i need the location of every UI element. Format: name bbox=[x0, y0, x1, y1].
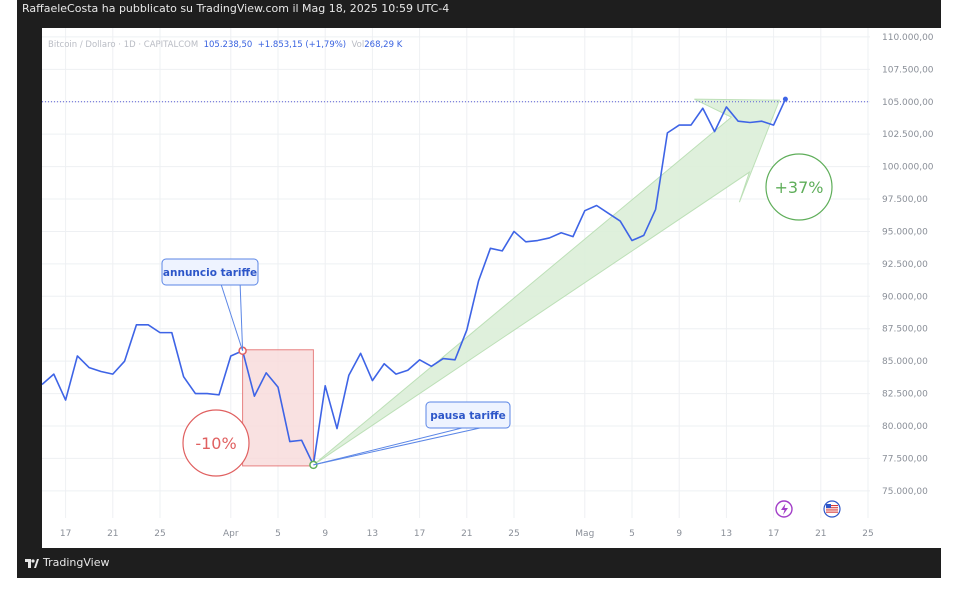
decline-box bbox=[242, 349, 314, 467]
y-tick-label: 75.000,00 bbox=[882, 487, 928, 497]
callout-pointer bbox=[313, 423, 479, 466]
y-tick-label: 97.500,00 bbox=[882, 195, 928, 205]
x-tick-label: 25 bbox=[862, 529, 873, 539]
price-change: +1.853,15 (+1,79%) bbox=[257, 40, 347, 50]
x-tick-label: 5 bbox=[629, 529, 635, 539]
badge-circle bbox=[182, 409, 250, 477]
symbol-name: Bitcoin / Dollaro · 1D · CAPITALCOM bbox=[48, 40, 199, 50]
y-tick-label: 105.000,00 bbox=[882, 98, 934, 108]
event-us-flag-icon bbox=[823, 500, 841, 518]
price-chart[interactable]: 75.000,00 77.500,00 80.000,00 82.500,00 85.0… bbox=[41, 28, 953, 548]
callout-pausa-tariffe: pausa tariffe bbox=[313, 401, 511, 466]
publisher-text: RaffaeleCosta ha pubblicato su TradingVi… bbox=[22, 2, 450, 15]
rally-arrow bbox=[313, 98, 781, 466]
last-price-marker bbox=[782, 96, 788, 102]
callout-pointer bbox=[219, 280, 244, 351]
volume-label: Vol bbox=[351, 40, 365, 50]
badge-text: -10% bbox=[195, 434, 236, 453]
badge-text: +37% bbox=[775, 178, 824, 197]
x-tick-label: 21 bbox=[815, 529, 826, 539]
x-tick-label: 21 bbox=[107, 529, 118, 539]
x-tick-label: 9 bbox=[676, 529, 682, 539]
event-flag-circle bbox=[823, 500, 841, 518]
callout-text: annuncio tariffe bbox=[163, 267, 257, 279]
badge-minus-10: -10% bbox=[182, 409, 250, 477]
price-line-layer bbox=[41, 96, 870, 470]
last-price: 105.238,50 bbox=[203, 40, 253, 50]
price-series-line bbox=[41, 98, 787, 466]
callout-annuncio-tariffe: annuncio tariffe bbox=[161, 258, 259, 351]
time-axis: 17 21 25 Apr 5 9 13 17 21 25 Mag 5 9 13 17 21 25 bbox=[60, 529, 874, 539]
price-axis: 75.000,00 77.500,00 80.000,00 82.500,00 85.0… bbox=[882, 33, 934, 497]
x-tick-label: 5 bbox=[275, 529, 281, 539]
x-tick-label: 17 bbox=[414, 529, 425, 539]
drawings bbox=[242, 98, 781, 467]
flag-stripe bbox=[826, 511, 838, 513]
callout-box bbox=[161, 258, 259, 286]
event-flash-icon bbox=[775, 500, 793, 518]
y-tick-label: 110.000,00 bbox=[882, 33, 934, 43]
x-tick-label: Mag bbox=[575, 529, 594, 539]
y-tick-label: 102.500,00 bbox=[882, 130, 934, 140]
flag-stripe bbox=[826, 507, 838, 509]
y-tick-label: 95.000,00 bbox=[882, 227, 928, 237]
symbol-legend: Bitcoin / Dollaro · 1D · CAPITALCOM 105.… bbox=[48, 40, 402, 50]
x-tick-label: 17 bbox=[60, 529, 71, 539]
chart-area[interactable]: 75.000,00 77.500,00 80.000,00 82.500,00 85.0… bbox=[41, 28, 953, 548]
x-tick-label: 25 bbox=[508, 529, 519, 539]
x-tick-label: 17 bbox=[768, 529, 779, 539]
x-tick-label: Apr bbox=[223, 529, 239, 539]
y-tick-label: 87.500,00 bbox=[882, 325, 928, 335]
publisher-bar: RaffaeleCosta ha pubblicato su TradingVi… bbox=[17, 0, 941, 17]
callout-text: pausa tariffe bbox=[430, 410, 506, 422]
annotations: annuncio tariffe pausa tariffe -10% +37% bbox=[161, 153, 841, 518]
x-tick-label: 25 bbox=[154, 529, 165, 539]
callout-box bbox=[425, 401, 511, 429]
tradingview-logo[interactable]: TradingView bbox=[25, 556, 109, 569]
flag-canton bbox=[826, 504, 831, 508]
x-tick-label: 13 bbox=[367, 529, 378, 539]
flag-stripe bbox=[826, 509, 838, 511]
x-tick-label: 13 bbox=[721, 529, 732, 539]
chart-window: RaffaeleCosta ha pubblicato su TradingVi… bbox=[17, 0, 953, 578]
footer-bar: TradingView bbox=[17, 548, 941, 578]
y-tick-label: 90.000,00 bbox=[882, 292, 928, 302]
x-tick-label: 21 bbox=[461, 529, 472, 539]
y-tick-label: 107.500,00 bbox=[882, 65, 934, 75]
y-tick-label: 80.000,00 bbox=[882, 422, 928, 432]
flag-stripe bbox=[826, 505, 838, 507]
y-tick-label: 92.500,00 bbox=[882, 260, 928, 270]
callout-pointer bbox=[313, 423, 499, 466]
badge-plus-37: +37% bbox=[765, 153, 833, 221]
brand-name: TradingView bbox=[43, 556, 110, 569]
badge-circle bbox=[765, 153, 833, 221]
y-tick-label: 82.500,00 bbox=[882, 390, 928, 400]
volume-value: 268,29 K bbox=[364, 40, 403, 50]
callout-pointer bbox=[239, 280, 244, 351]
event-flash-bolt bbox=[781, 503, 788, 515]
tradingview-logo-icon bbox=[25, 559, 39, 568]
y-tick-label: 85.000,00 bbox=[882, 357, 928, 367]
x-tick-label: 9 bbox=[322, 529, 328, 539]
y-tick-label: 100.000,00 bbox=[882, 163, 934, 173]
y-tick-label: 77.500,00 bbox=[882, 454, 928, 464]
